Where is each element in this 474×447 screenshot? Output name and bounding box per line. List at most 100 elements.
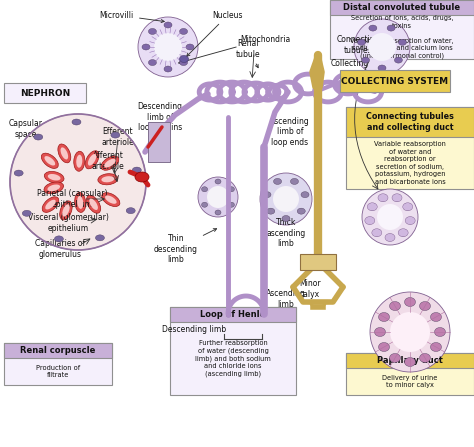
Ellipse shape (378, 65, 386, 71)
Ellipse shape (398, 229, 408, 237)
Text: Thick
ascending
limb: Thick ascending limb (266, 218, 306, 248)
Ellipse shape (180, 55, 189, 63)
Bar (170, 307, 296, 322)
Circle shape (377, 204, 403, 230)
Ellipse shape (403, 203, 413, 211)
Ellipse shape (34, 134, 43, 140)
Ellipse shape (104, 159, 116, 168)
Text: Descending
limb of
loop begins: Descending limb of loop begins (137, 102, 182, 132)
Ellipse shape (430, 342, 441, 351)
Ellipse shape (58, 144, 71, 163)
Ellipse shape (365, 216, 375, 224)
Ellipse shape (22, 210, 31, 216)
Ellipse shape (291, 178, 299, 185)
Ellipse shape (357, 39, 365, 45)
Ellipse shape (399, 39, 407, 45)
Ellipse shape (430, 312, 441, 321)
Circle shape (207, 186, 229, 208)
Ellipse shape (367, 203, 377, 211)
Circle shape (154, 33, 182, 61)
Text: Efferent
arteriole: Efferent arteriole (101, 127, 134, 147)
Ellipse shape (47, 185, 60, 191)
Ellipse shape (301, 192, 309, 198)
Ellipse shape (164, 22, 172, 28)
Bar (346, 107, 474, 189)
Ellipse shape (379, 342, 390, 351)
Ellipse shape (372, 229, 382, 237)
Text: Mitochondria: Mitochondria (179, 34, 290, 63)
Ellipse shape (95, 235, 104, 241)
Ellipse shape (366, 217, 374, 224)
Ellipse shape (102, 193, 120, 207)
Ellipse shape (45, 200, 56, 210)
Text: Capsular
space: Capsular space (9, 119, 43, 139)
Ellipse shape (180, 59, 188, 66)
Ellipse shape (273, 178, 282, 185)
Ellipse shape (419, 302, 430, 311)
Text: Papillary duct: Papillary duct (377, 356, 443, 365)
Circle shape (370, 292, 450, 372)
Bar (300, 254, 336, 270)
Ellipse shape (88, 154, 96, 165)
Ellipse shape (180, 29, 188, 34)
Text: Nucleus: Nucleus (187, 10, 243, 56)
Text: Loop of Henle: Loop of Henle (201, 310, 266, 319)
Ellipse shape (393, 194, 401, 201)
Ellipse shape (44, 182, 64, 194)
Ellipse shape (215, 210, 221, 215)
Ellipse shape (435, 328, 446, 337)
Ellipse shape (392, 194, 402, 202)
Ellipse shape (42, 197, 59, 212)
Text: Production of
filtrate: Production of filtrate (36, 365, 80, 378)
Ellipse shape (282, 215, 290, 222)
Ellipse shape (164, 66, 172, 72)
Bar (4, 343, 112, 358)
Ellipse shape (385, 233, 395, 241)
Ellipse shape (399, 229, 407, 236)
Ellipse shape (228, 202, 235, 207)
Ellipse shape (142, 44, 150, 50)
Ellipse shape (135, 172, 149, 182)
Text: Afferent
arteriole: Afferent arteriole (91, 151, 124, 171)
Ellipse shape (404, 203, 412, 210)
Text: Ascending
limb: Ascending limb (266, 289, 306, 309)
Ellipse shape (48, 174, 61, 181)
Circle shape (10, 114, 146, 250)
Ellipse shape (72, 119, 81, 125)
Ellipse shape (126, 208, 135, 214)
Ellipse shape (76, 155, 82, 168)
Ellipse shape (44, 172, 64, 183)
Ellipse shape (61, 148, 68, 160)
Text: Parietal (capsular)
epithelium: Parietal (capsular) epithelium (37, 189, 107, 209)
Ellipse shape (369, 25, 377, 31)
Circle shape (260, 173, 312, 225)
Ellipse shape (132, 167, 141, 173)
Ellipse shape (404, 298, 416, 307)
Text: Thin
descending
limb: Thin descending limb (154, 229, 217, 264)
Bar (330, 0, 474, 59)
Ellipse shape (406, 217, 414, 224)
Bar (148, 122, 170, 162)
Ellipse shape (85, 151, 99, 169)
Ellipse shape (378, 194, 388, 202)
Ellipse shape (148, 29, 156, 34)
Ellipse shape (201, 202, 208, 207)
Text: Visceral (glomerular)
epithelium: Visceral (glomerular) epithelium (27, 213, 109, 233)
Text: Ascending
limb of
loop ends: Ascending limb of loop ends (270, 117, 310, 147)
Circle shape (368, 33, 396, 61)
Ellipse shape (390, 354, 401, 363)
Ellipse shape (148, 59, 156, 66)
Text: Renal corpuscle: Renal corpuscle (20, 346, 96, 355)
Ellipse shape (111, 132, 120, 138)
Ellipse shape (74, 151, 85, 171)
Bar (330, 0, 474, 15)
Ellipse shape (379, 312, 390, 321)
Bar (346, 353, 474, 368)
Ellipse shape (86, 195, 100, 213)
Circle shape (138, 17, 198, 77)
Text: Distal convoluted tubule: Distal convoluted tubule (344, 3, 461, 12)
Bar (346, 353, 474, 395)
Text: Collecting
duct: Collecting duct (331, 59, 369, 79)
Text: Secretion of ions, acids, drugs,
toxins

Variable reabsorption of water,
sodium : Secretion of ions, acids, drugs, toxins … (350, 15, 454, 59)
Ellipse shape (386, 234, 394, 241)
